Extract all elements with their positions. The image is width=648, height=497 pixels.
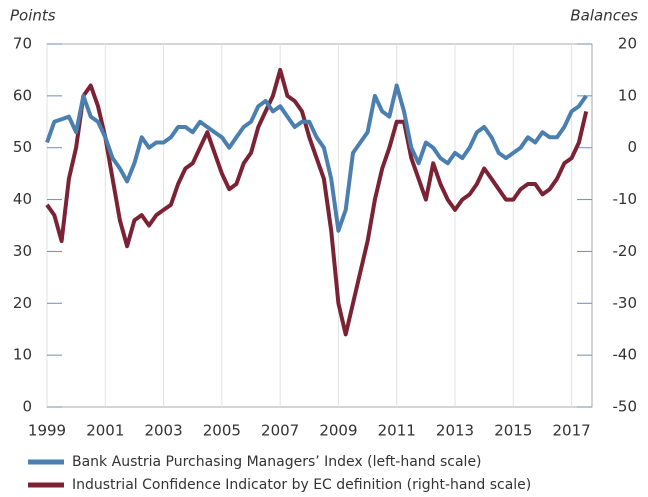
y-tick-label: 50 (13, 138, 32, 156)
y2-tick-label: 20 (618, 35, 637, 53)
y2-axis-label: Balances (570, 7, 638, 25)
x-tick-label: 2007 (261, 422, 299, 440)
x-tick-label: 2015 (494, 422, 532, 440)
x-tick-label: 2001 (86, 422, 124, 440)
y2-tick-label: -10 (613, 190, 638, 208)
y2-tick-label: -50 (613, 398, 638, 416)
x-tick-label: 2013 (436, 422, 474, 440)
legend-label: Bank Austria Purchasing Managers’ Index … (72, 454, 482, 470)
y2-tick-label: 10 (618, 86, 637, 104)
series-line (45, 67, 589, 337)
x-tick-label: 2009 (319, 422, 357, 440)
x-tick-label: 2011 (378, 422, 416, 440)
y2-tick-label: -30 (613, 294, 638, 312)
plot-frame (46, 43, 593, 408)
y-tick-label: 60 (13, 86, 32, 104)
y-axis-label: Points (10, 7, 56, 25)
legend-label: Industrial Confidence Indicator by EC de… (72, 477, 531, 493)
x-tick-label: 1999 (28, 422, 66, 440)
y2-tick-label: 0 (627, 138, 637, 156)
y-tick-label: 70 (13, 35, 32, 53)
x-tick-label: 2003 (144, 422, 182, 440)
y-tick-label: 30 (13, 242, 32, 260)
x-tick-label: 2005 (203, 422, 241, 440)
y-tick-label: 0 (22, 398, 32, 416)
y-tick-label: 20 (13, 294, 32, 312)
y2-tick-label: -20 (613, 242, 638, 260)
y2-tick-label: -40 (613, 346, 638, 364)
series-line (45, 83, 588, 233)
y-tick-label: 40 (13, 190, 32, 208)
y-tick-label: 10 (13, 346, 32, 364)
x-tick-label: 2017 (553, 422, 591, 440)
